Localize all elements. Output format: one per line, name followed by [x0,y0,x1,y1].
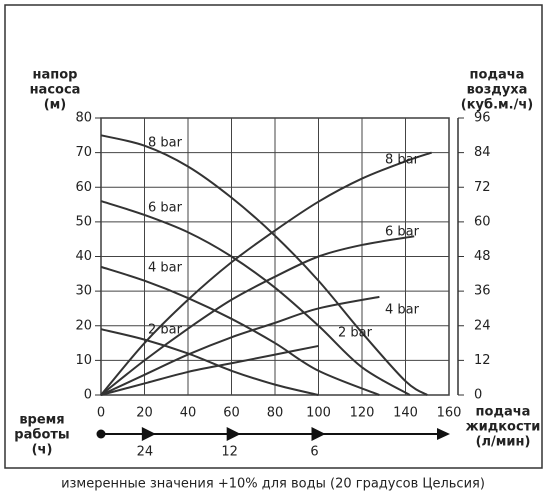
axis-title: воздуха [467,83,528,98]
y2-tick-label: 84 [474,145,491,160]
axis-title: жидкости [466,420,541,435]
axis-title: насоса [30,83,81,98]
series-label: 6 bar [148,201,183,216]
y2-tick-label: 36 [474,284,491,299]
y-tick-label: 80 [75,111,92,126]
note: измеренные значения +10% для воды (20 гр… [61,477,485,492]
series-label: 6 bar [385,225,420,240]
series-label: 4 bar [148,261,183,276]
x-tick-label: 160 [437,406,462,421]
series-label: 4 bar [385,303,420,318]
y-tick-label: 10 [75,353,92,368]
x-tick-label: 100 [306,406,331,421]
series-label: 2 bar [338,326,373,341]
x-tick-label: 120 [350,406,375,421]
time-title: (ч) [32,443,53,458]
y2-tick-label: 96 [474,111,491,126]
x-tick-label: 140 [393,406,418,421]
frame [4,4,543,469]
time-arrow [226,427,241,441]
time-label: 12 [221,445,238,460]
y-tick-label: 60 [75,180,92,195]
axis-title: подача [476,405,531,420]
axis-title: (л/мин) [476,435,531,450]
time-origin [96,429,106,439]
y-tick-label: 40 [75,249,92,264]
x-tick-label: 80 [267,406,284,421]
series-line [100,134,428,396]
y-tick-label: 70 [75,145,92,160]
y2-tick-label: 24 [474,318,491,333]
x-tick-label: 40 [180,406,197,421]
series-line [100,200,411,396]
y2-tick-label: 0 [474,388,482,403]
time-label: 24 [137,445,154,460]
series-line [100,328,319,396]
y2-tick-label: 72 [474,180,491,195]
series-label: 2 bar [148,323,183,338]
time-title: работы [14,428,69,443]
series-label: 8 bar [385,153,420,168]
series-line [100,235,415,396]
time-label: 6 [310,445,318,460]
y-tick-label: 0 [84,388,92,403]
time-arrow [141,427,156,441]
axis-title: подача [470,68,525,83]
axis-title: (куб.м./ч) [461,98,533,113]
y-tick-label: 50 [75,214,92,229]
time-title: время [19,413,64,428]
series-line [100,344,319,396]
y2-tick-label: 12 [474,353,491,368]
y-tick-label: 30 [75,284,92,299]
y2-tick-label: 48 [474,249,491,264]
y2-tick-label: 60 [474,214,491,229]
y-tick-label: 20 [75,318,92,333]
axis-title: напор [33,68,78,83]
x-tick-label: 0 [97,406,105,421]
x-tick-label: 60 [223,406,240,421]
series-line [100,295,380,396]
series-line [100,265,380,396]
series-label: 8 bar [148,136,183,151]
x-tick-label: 20 [136,406,153,421]
time-arrow-end [437,428,450,440]
series-line [100,151,432,396]
axis-title: (м) [44,98,67,113]
time-arrow [311,427,326,441]
